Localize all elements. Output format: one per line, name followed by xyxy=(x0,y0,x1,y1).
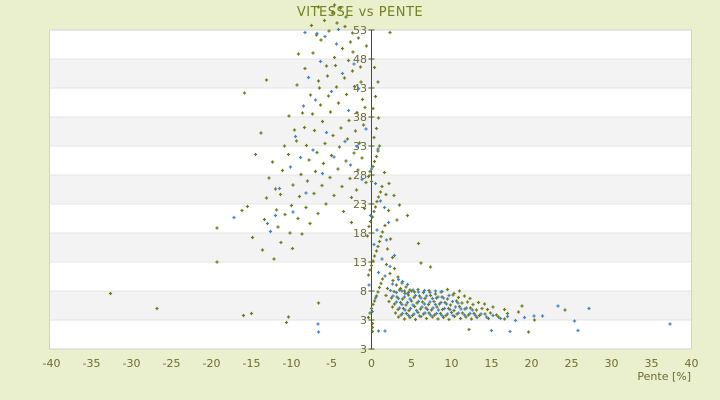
y-tick-label: 18 xyxy=(353,227,367,240)
x-tick-label: -30 xyxy=(123,357,141,370)
grid-band xyxy=(49,59,692,88)
x-tick-label: 0 xyxy=(368,357,375,370)
x-tick-label: 30 xyxy=(605,357,619,370)
x-tick-label: 40 xyxy=(685,357,699,370)
x-tick-label: 35 xyxy=(645,357,659,370)
scatter-series-serie-olive xyxy=(108,3,567,334)
x-tick-label: -15 xyxy=(243,357,261,370)
y-axis-end-label: 3 xyxy=(360,343,367,356)
chart-title: VITESSE vs PENTE xyxy=(296,5,424,20)
x-tick-label: -10 xyxy=(283,357,301,370)
y-tick-label: 38 xyxy=(353,111,367,124)
x-tick-label: -35 xyxy=(83,357,101,370)
y-tick-label: 33 xyxy=(353,140,367,153)
y-tick-label: 48 xyxy=(353,53,367,66)
x-tick-label: 20 xyxy=(525,357,539,370)
x-tick-label: 10 xyxy=(445,357,459,370)
grid-band xyxy=(49,117,692,146)
y-tick-label: 8 xyxy=(360,285,367,298)
y-tick-label: 53 xyxy=(353,24,367,37)
x-tick-label: -20 xyxy=(203,357,221,370)
scatter-series-serie-blue xyxy=(232,27,672,334)
x-tick-label: -5 xyxy=(326,357,337,370)
grid-band xyxy=(49,291,692,320)
y-tick-label: 23 xyxy=(353,198,367,211)
y-tick-label: 3 xyxy=(360,314,367,327)
x-tick-label: 15 xyxy=(485,357,499,370)
x-tick-label: -40 xyxy=(43,357,61,370)
grid-band xyxy=(49,175,692,204)
y-tick-label: 13 xyxy=(353,256,367,269)
x-tick-label: -25 xyxy=(163,357,181,370)
grid-band xyxy=(49,233,692,262)
y-tick-label: 28 xyxy=(353,169,367,182)
x-tick-label: 5 xyxy=(408,357,415,370)
x-tick-label: 25 xyxy=(565,357,579,370)
x-axis-label: Pente [%] xyxy=(637,370,691,383)
